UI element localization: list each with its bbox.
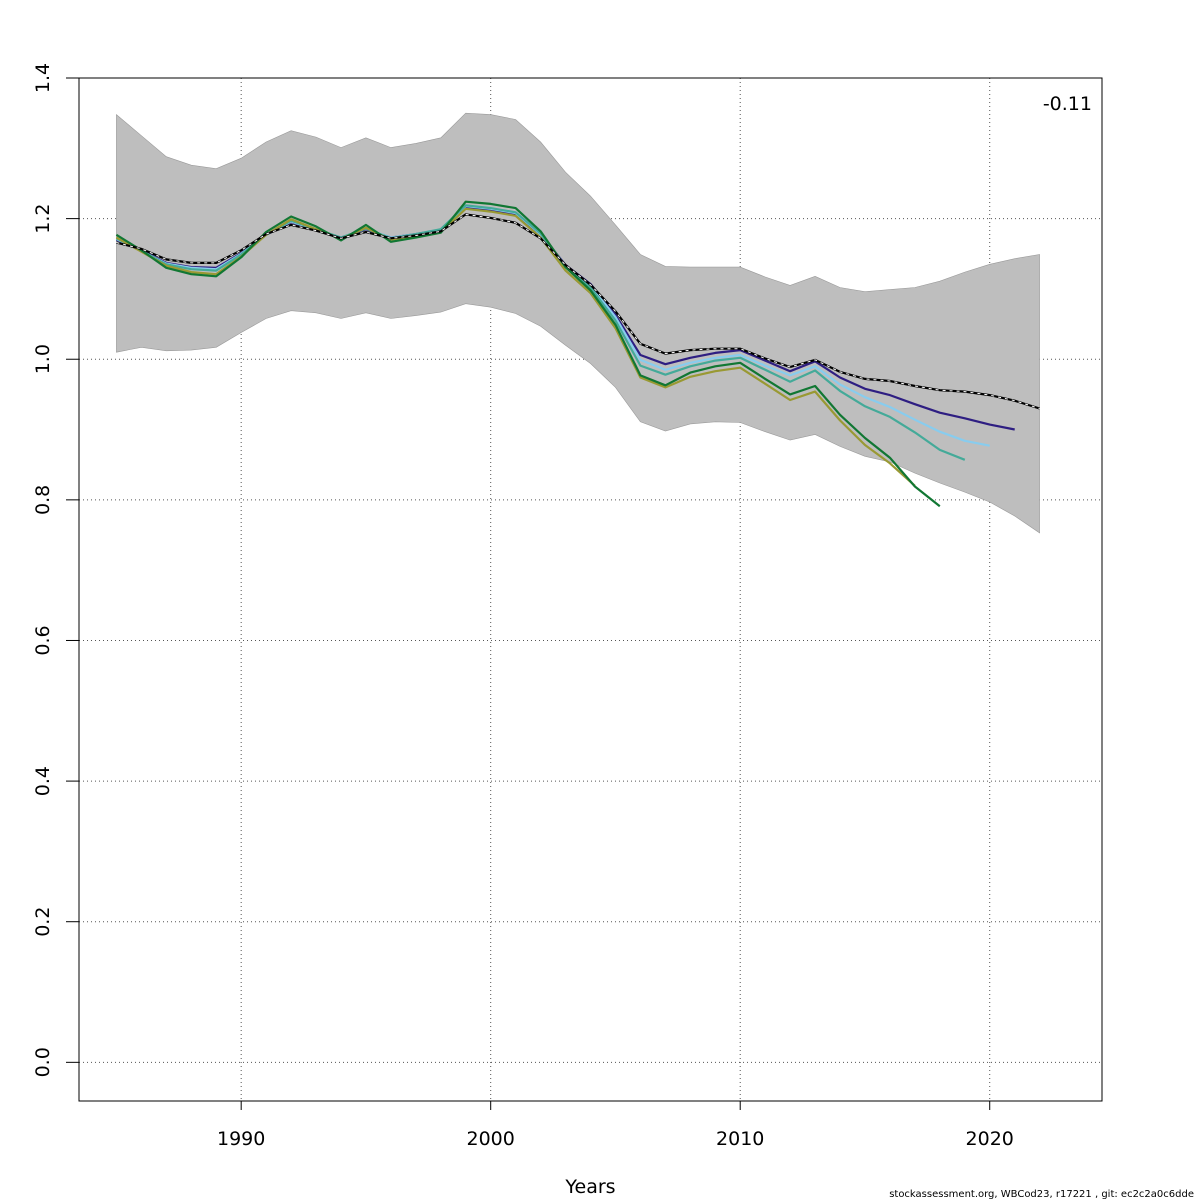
x-tick-label-2: 2010 (716, 1128, 764, 1150)
x-tick-label-0: 1990 (217, 1128, 265, 1150)
confidence-band-area (116, 112, 1040, 534)
y-tick-label-4: 0.8 (32, 485, 54, 515)
series-line-5 (115, 200, 941, 508)
y-tick-label-3: 0.6 (32, 625, 54, 655)
x-axis: 1990 2000 2010 2020 (217, 1101, 1014, 1150)
confidence-band (116, 112, 1040, 534)
x-tick-label-3: 2020 (966, 1128, 1014, 1150)
y-tick-label-6: 1.2 (32, 203, 54, 233)
plot-frame (78, 77, 1103, 1102)
x-axis-title: Years (564, 1176, 615, 1198)
corner-annotation: -0.11 (1043, 93, 1092, 115)
footer-credit: stockassessment.org, WBCod23, r17221 , g… (889, 1189, 1194, 1200)
y-tick-label-1: 0.2 (32, 907, 54, 937)
y-tick-label-7: 1.4 (32, 63, 54, 93)
series-lines (115, 200, 1040, 508)
y-tick-label-2: 0.4 (32, 766, 54, 796)
series-line-0 (116, 213, 1040, 410)
y-axis: 0.0 0.2 0.4 0.6 0.8 1.0 1.2 1.4 (32, 63, 79, 1077)
y-tick-label-5: 1.0 (32, 344, 54, 374)
y-tick-label-0: 0.0 (32, 1047, 54, 1077)
x-tick-label-1: 2000 (467, 1128, 515, 1150)
